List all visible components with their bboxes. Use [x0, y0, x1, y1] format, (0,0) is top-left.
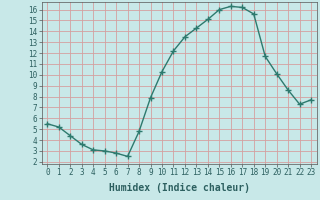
X-axis label: Humidex (Indice chaleur): Humidex (Indice chaleur) [109, 183, 250, 193]
